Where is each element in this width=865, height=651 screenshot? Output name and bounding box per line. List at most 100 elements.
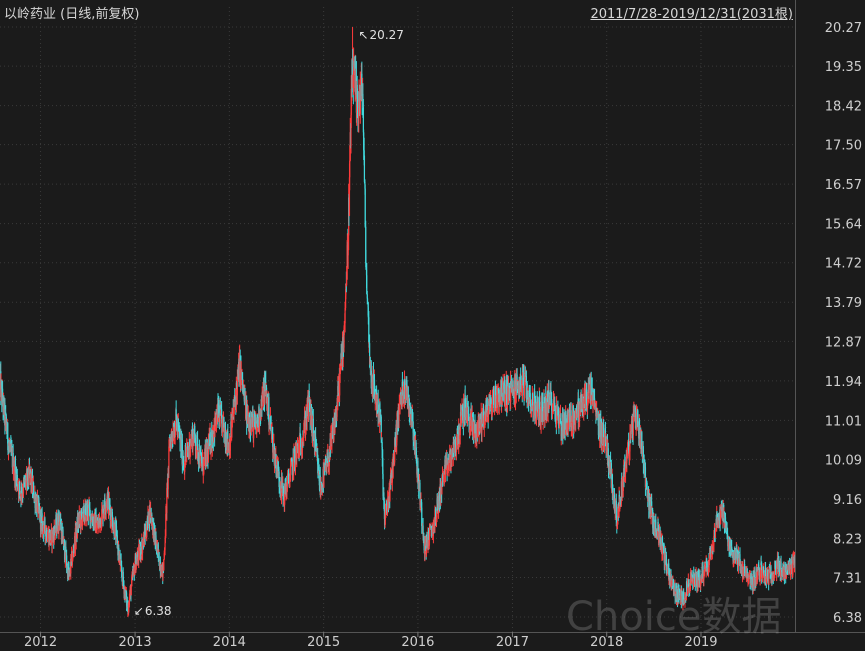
candle-body [252, 414, 254, 418]
candle-body [304, 426, 307, 433]
y-tick-label: 19.35 [825, 60, 862, 75]
candle-body [560, 426, 562, 436]
candle-body [662, 549, 664, 555]
candle-body [263, 398, 265, 407]
candle-body [453, 442, 455, 448]
candle-body [587, 383, 589, 397]
x-tick-label: 2015 [307, 635, 340, 650]
candle-body [8, 444, 11, 448]
candle-body [373, 379, 376, 396]
candle-body [504, 379, 506, 386]
candle-body [368, 317, 370, 344]
candle-body [308, 390, 310, 417]
candle-body [685, 594, 687, 599]
candle-body [382, 457, 384, 474]
candle-body [655, 519, 657, 533]
candle-body [413, 434, 415, 439]
candle-body [358, 93, 360, 109]
candle-body [475, 425, 477, 434]
candle-body [125, 589, 127, 596]
candle-body [353, 61, 355, 68]
candle-body [399, 394, 401, 405]
candle-body [370, 377, 373, 383]
candle-body [0, 381, 2, 398]
candle-body [772, 574, 775, 579]
candle-body [468, 418, 470, 426]
candle-body [324, 460, 327, 471]
candle-body [210, 446, 212, 453]
max-arrow: ↖ [359, 28, 369, 42]
candle-body [510, 381, 512, 384]
candle-body [69, 568, 71, 573]
candle-body [697, 570, 700, 575]
candle-body [668, 578, 670, 580]
candle-body [543, 397, 545, 421]
candle-body [535, 405, 537, 411]
candle-body [468, 413, 470, 419]
candle-body [517, 383, 519, 386]
candle-body [161, 566, 163, 577]
candle-body [671, 580, 673, 586]
candle-body [178, 429, 180, 433]
candle-body [524, 375, 526, 384]
candle-body [60, 519, 62, 530]
candle-body [768, 570, 770, 586]
candle-body [396, 439, 398, 446]
candle-body [16, 474, 18, 488]
candle-body [134, 567, 136, 575]
candle-body [555, 408, 557, 424]
candle-body [166, 487, 168, 513]
candle-body [320, 490, 322, 493]
candle-body [253, 416, 256, 423]
candle-body [1, 388, 4, 403]
candle-body [81, 519, 83, 526]
candle-body [327, 452, 329, 464]
candle-body [191, 435, 193, 444]
candle-body [383, 492, 385, 501]
candle-body [206, 448, 208, 459]
candle-body [765, 573, 768, 584]
candle-body [710, 551, 712, 557]
candle-body [167, 468, 170, 470]
candle-body [264, 380, 266, 404]
candle-body [361, 85, 363, 102]
candle-body [81, 513, 83, 517]
candle-body [712, 545, 714, 549]
candle-body [506, 405, 508, 407]
y-tick-label: 10.09 [825, 453, 862, 468]
candle-body [372, 373, 374, 394]
candle-body [761, 576, 763, 579]
candle-body [624, 462, 626, 476]
candle-body [344, 295, 347, 308]
candle-body [163, 550, 166, 554]
candle-body [714, 530, 716, 537]
candle-body [523, 372, 525, 389]
candle-body [164, 542, 166, 551]
candle-body [661, 537, 664, 555]
candle-body [634, 407, 636, 423]
candle-body [315, 436, 317, 447]
candle-body [286, 486, 288, 494]
candle-body [387, 498, 389, 506]
candle-body [302, 436, 304, 441]
candle-body [762, 566, 765, 574]
candle-body [169, 439, 171, 447]
candle-body [641, 432, 643, 450]
candle-body [516, 374, 518, 390]
candle-body [782, 565, 784, 577]
candle-body [343, 326, 345, 328]
candle-body [638, 420, 641, 444]
candle-body [592, 401, 594, 406]
candle-body [435, 517, 438, 519]
candle-body [113, 522, 115, 536]
candle-body [287, 471, 290, 479]
candle-body [71, 559, 73, 566]
candle-body [21, 486, 23, 497]
candle-body [111, 512, 113, 526]
candle-body [682, 604, 684, 606]
candle-body [57, 516, 59, 530]
candle-body [448, 462, 450, 470]
date-range-link[interactable]: 2011/7/28-2019/12/31(2031根) [590, 7, 793, 22]
candle-body [713, 535, 715, 545]
candle-body [549, 403, 551, 405]
